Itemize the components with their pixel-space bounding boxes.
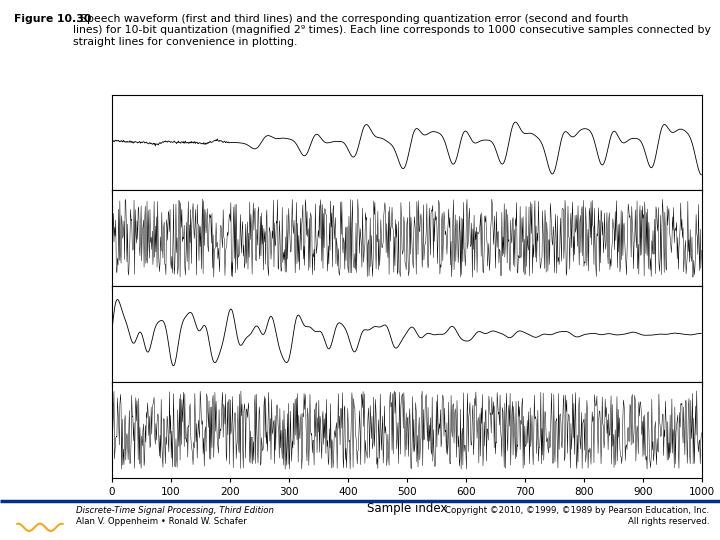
Text: PEARSON: PEARSON [23, 515, 57, 520]
Text: Alan V. Oppenheim • Ronald W. Schafer: Alan V. Oppenheim • Ronald W. Schafer [76, 517, 246, 526]
X-axis label: Sample index: Sample index [366, 503, 447, 516]
Text: Speech waveform (first and third lines) and the corresponding quantization error: Speech waveform (first and third lines) … [73, 14, 711, 46]
Text: Figure 10.30: Figure 10.30 [14, 14, 91, 24]
Text: Copyright ©2010, ©1999, ©1989 by Pearson Education, Inc.: Copyright ©2010, ©1999, ©1989 by Pearson… [445, 506, 709, 515]
Text: All rights reserved.: All rights reserved. [628, 517, 709, 526]
Text: Discrete-Time Signal Processing, Third Edition: Discrete-Time Signal Processing, Third E… [76, 506, 274, 515]
